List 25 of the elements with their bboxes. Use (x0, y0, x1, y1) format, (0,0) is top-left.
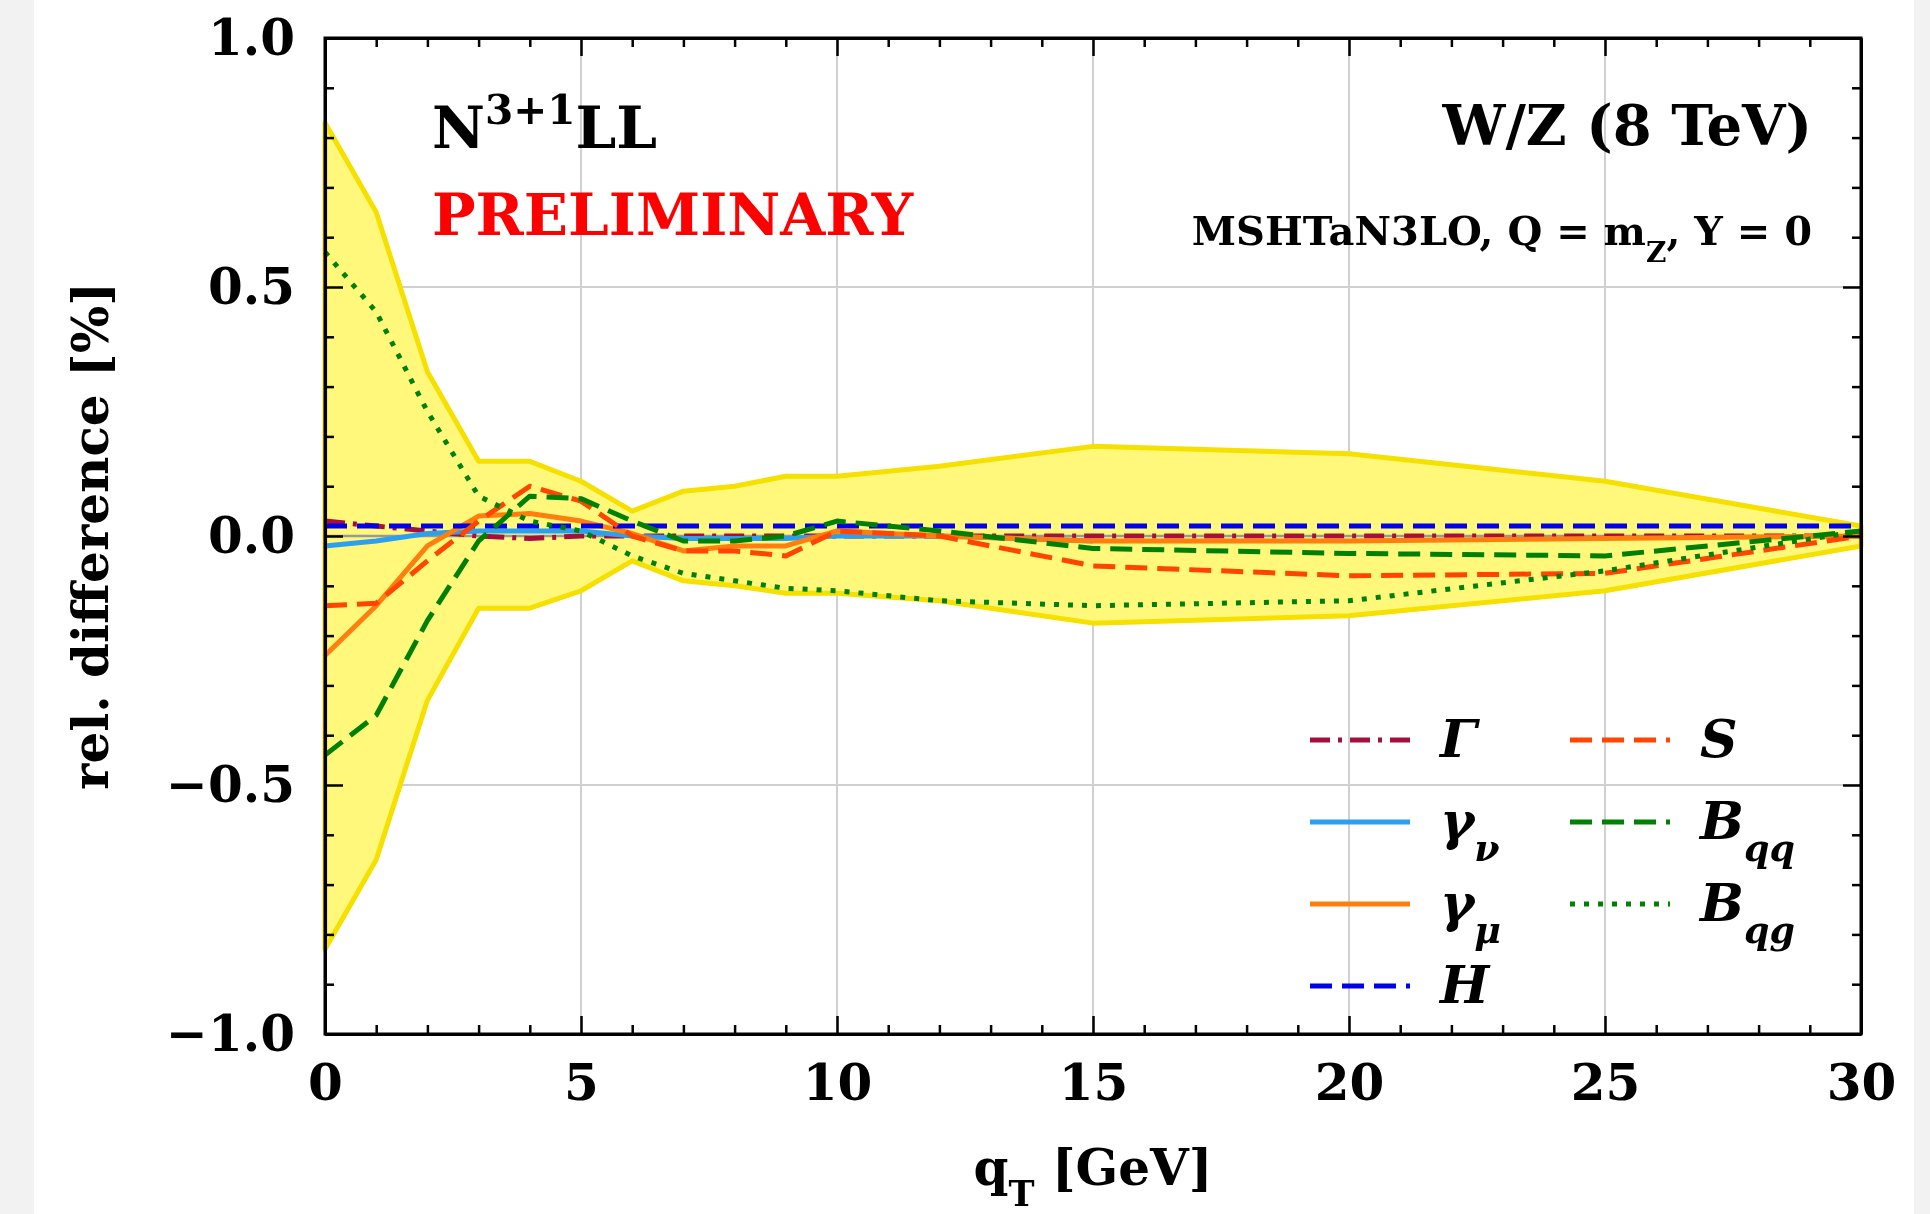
legend-label: γ$_{ν}$ (1440, 790, 1500, 870)
legend-label: Γ (1438, 708, 1480, 769)
x-tick-label: 25 (1570, 1052, 1641, 1112)
x-tick-label: 30 (1826, 1052, 1897, 1112)
y-axis-title: rel. difference [%] (61, 282, 120, 790)
y-tick-label: 1.0 (208, 7, 295, 67)
x-tick-label: 10 (802, 1052, 873, 1112)
x-tick-label: 20 (1314, 1052, 1385, 1112)
x-tick-label: 15 (1058, 1052, 1129, 1112)
y-tick-label: −1.0 (166, 1003, 295, 1063)
legend-label: B$_{qq}$ (1698, 790, 1795, 870)
y-tick-label: 0.5 (208, 256, 295, 316)
legend-label: γ$_{μ}$ (1440, 872, 1501, 952)
x-axis-title: q$_{T}$ [GeV] (973, 1138, 1213, 1214)
x-tick-label: 5 (564, 1052, 599, 1112)
annotation: PRELIMINARY (432, 181, 914, 249)
annotation: N$^{3+1}$LL (432, 86, 658, 162)
x-tick-label: 0 (308, 1052, 343, 1112)
legend-label: S (1700, 708, 1738, 769)
annotation: MSHTaN3LO, Q = m$_{Z}$, Y = 0 (1191, 207, 1812, 269)
y-tick-label: 0.0 (208, 505, 295, 565)
annotation: W/Z (8 TeV) (1441, 92, 1812, 158)
y-tick-label: −0.5 (166, 754, 295, 814)
legend-label: B$_{qg}$ (1698, 872, 1795, 952)
legend-label: H (1438, 954, 1491, 1015)
